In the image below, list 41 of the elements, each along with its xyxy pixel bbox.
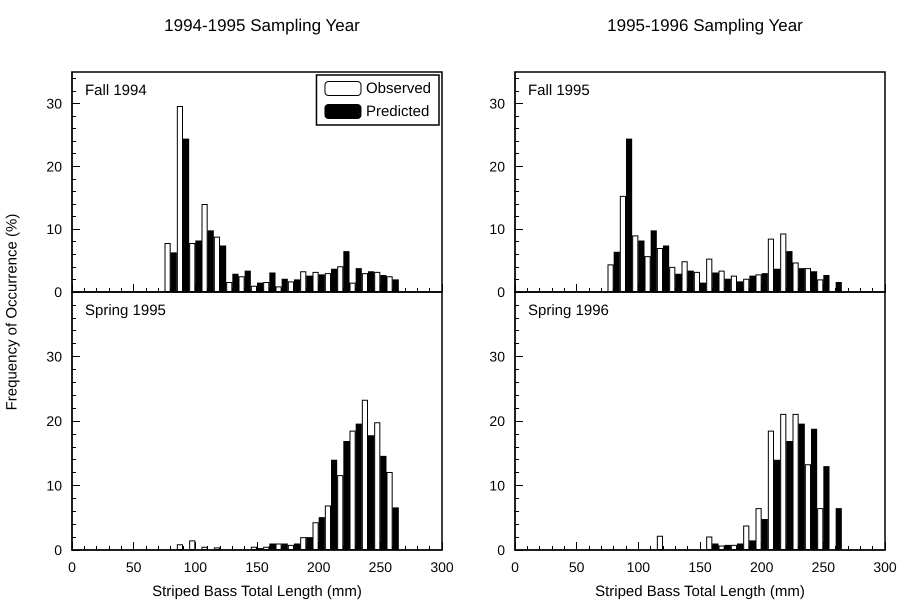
y-tick-label: 30 [46,348,62,364]
chart-title: 1994-1995 Sampling Year [164,16,360,35]
y-tick-label: 10 [489,221,506,238]
y-tick-label: 10 [46,221,62,238]
x-tick-label: 100 [184,559,208,575]
y-tick-label: 10 [489,478,506,494]
x-axis-title: Striped Bass Total Length (mm) [152,583,362,600]
y-tick-label: 20 [489,413,506,429]
y-tick-label: 0 [54,284,62,300]
x-tick-label: 250 [812,559,836,575]
y-tick-label: 20 [46,413,62,429]
y-tick-label: 0 [497,284,506,300]
x-tick-label: 50 [568,559,585,575]
x-axis-title: Striped Bass Total Length (mm) [595,583,805,600]
x-tick-label: 300 [873,559,897,575]
text: Spring 1996 [528,302,609,319]
text: Fall 1995 [528,82,590,99]
x-tick-label: 0 [511,559,520,575]
y-tick-label: 20 [489,158,506,174]
x-tick-label: 50 [126,559,142,575]
x-tick-label: 150 [245,559,269,575]
y-tick-label: 30 [489,348,506,364]
x-tick-label: 300 [430,559,454,575]
x-tick-label: 250 [368,559,392,575]
y-tick-label: 0 [497,542,506,558]
x-tick-label: 100 [626,559,650,575]
chart-title: 1995-1996 Sampling Year [607,16,804,35]
y-axis-title: Frequency of Occurrence (%) [4,214,20,410]
y-tick-label: 10 [46,478,62,494]
x-tick-label: 200 [750,559,774,575]
text: Fall 1994 [85,82,147,99]
y-tick-label: 0 [54,542,62,558]
x-tick-label: 200 [306,559,331,575]
y-tick-label: 30 [489,95,506,112]
x-tick-label: 0 [68,559,76,575]
text: Spring 1995 [85,302,166,319]
y-tick-label: 30 [46,95,62,112]
legend-label: Observed [366,80,432,97]
legend-label: Predicted [366,103,430,120]
y-tick-label: 20 [46,158,62,174]
x-tick-label: 150 [688,559,712,575]
